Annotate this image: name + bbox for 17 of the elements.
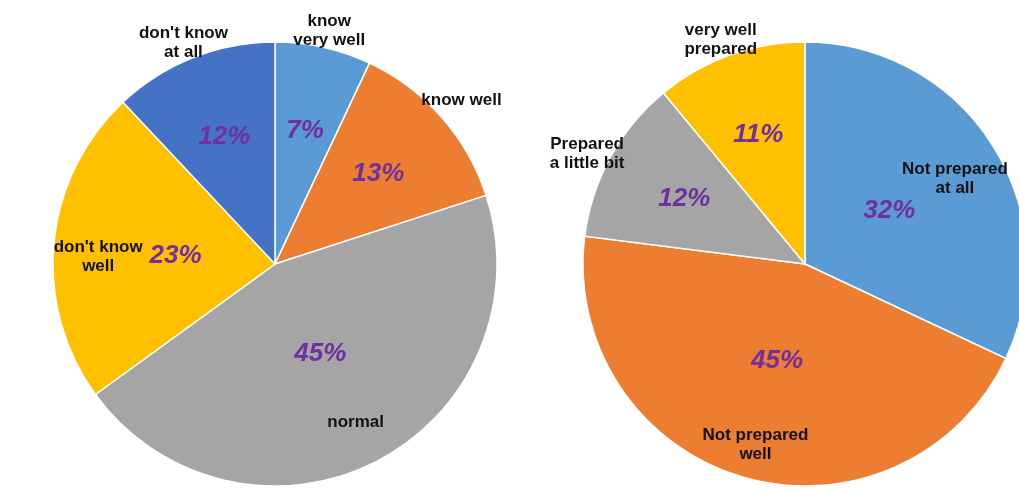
data-label: 12% [658,181,711,212]
slice-label: very well prepared [684,20,758,59]
slice-label: know well [421,89,502,109]
slice-label: don't know at all [138,22,229,61]
slice-label: know very well [293,11,366,50]
slice-label: Not prepared at all [902,158,1008,197]
slice-label: Not prepared well [702,424,809,463]
data-label: 32% [863,194,916,225]
slice-label: normal [327,412,384,432]
data-label: 45% [293,337,347,368]
data-label: 45% [750,343,804,374]
data-label: 13% [352,156,405,187]
data-label: 12% [198,120,251,151]
slice-label: don't know well [53,237,144,276]
data-label: 23% [148,238,202,269]
data-label: 11% [733,118,784,149]
data-label: 7% [286,113,324,144]
